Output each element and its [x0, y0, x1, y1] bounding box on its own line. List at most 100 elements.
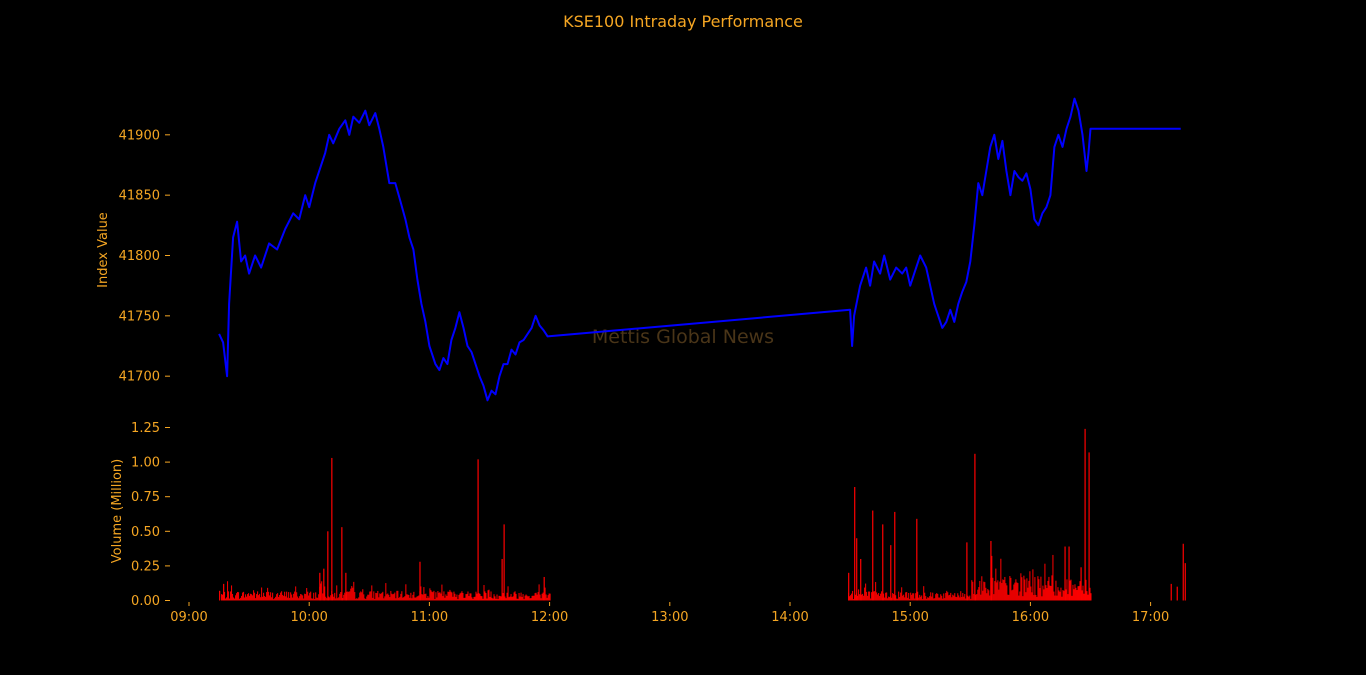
volume-bar — [261, 587, 263, 601]
volume-bar — [547, 595, 549, 601]
volume-bar — [522, 594, 524, 601]
volume-bar — [399, 596, 401, 601]
volume-bar — [241, 595, 243, 601]
volume-bar — [969, 595, 971, 601]
volume-bar — [276, 594, 278, 601]
volume-bar — [873, 591, 875, 601]
volume-bar — [897, 598, 899, 601]
volume-bar — [347, 591, 349, 601]
price-y-tick-label: 41700 — [119, 370, 160, 385]
volume-y-tick-label: 0.50 — [131, 525, 160, 540]
volume-bar — [985, 587, 987, 601]
volume-bar — [318, 594, 320, 601]
volume-bar — [394, 592, 396, 601]
price-y-tick-label: 41750 — [119, 309, 160, 324]
volume-bar — [992, 577, 994, 601]
volume-bar — [523, 599, 525, 601]
volume-bar — [466, 593, 468, 601]
volume-bar — [918, 597, 920, 601]
volume-bar — [309, 592, 311, 601]
volume-bar — [945, 592, 947, 601]
volume-bar — [237, 591, 239, 601]
volume-bar — [232, 593, 234, 601]
volume-bar — [549, 593, 551, 601]
volume-bar — [1024, 579, 1026, 601]
volume-bar — [516, 598, 518, 601]
volume-bar — [967, 595, 969, 601]
volume-bar — [946, 590, 948, 601]
volume-bar — [1013, 584, 1015, 601]
volume-bar — [1028, 580, 1030, 601]
volume-bar — [256, 594, 258, 601]
volume-bar — [538, 584, 540, 601]
volume-bar — [959, 597, 961, 601]
volume-bar — [508, 597, 510, 601]
volume-bar — [1004, 576, 1006, 601]
volume-bar — [416, 596, 418, 601]
volume-bar — [290, 592, 292, 601]
volume-bar — [978, 587, 980, 601]
volume-bar — [501, 558, 503, 601]
volume-bar — [927, 597, 929, 601]
volume-bar — [387, 593, 389, 601]
volume-bar — [1083, 593, 1085, 601]
volume-bar — [1048, 576, 1050, 601]
volume-bar — [430, 590, 432, 601]
volume-bar — [1031, 592, 1033, 601]
volume-bar — [253, 590, 255, 601]
volume-bar — [264, 596, 266, 601]
volume-bar — [321, 581, 323, 601]
price-y-tick-label: 41850 — [119, 189, 160, 204]
volume-bar — [393, 593, 395, 601]
volume-bar — [334, 592, 336, 601]
volume-bar — [858, 589, 860, 601]
volume-bar — [472, 598, 474, 601]
volume-bar — [934, 598, 936, 601]
volume-bar — [941, 595, 943, 601]
volume-bar — [465, 594, 467, 601]
volume-bar — [322, 593, 324, 601]
x-tick-label: 11:00 — [411, 610, 448, 625]
volume-bar — [372, 597, 374, 601]
x-tick-label: 10:00 — [290, 610, 327, 625]
volume-bar — [977, 589, 979, 601]
volume-bar — [970, 598, 972, 601]
volume-bar — [375, 592, 377, 601]
volume-bar — [974, 453, 976, 601]
volume-bar — [404, 596, 406, 601]
volume-bar — [299, 596, 301, 601]
volume-bar — [235, 595, 237, 601]
volume-bar — [1069, 580, 1071, 601]
volume-bar — [852, 590, 854, 601]
volume-bar — [469, 593, 471, 601]
volume-bar — [414, 597, 416, 601]
volume-bar — [489, 596, 491, 601]
volume-bar — [378, 597, 380, 601]
volume-bar — [225, 598, 227, 601]
volume-bar — [853, 599, 855, 601]
volume-bar — [354, 592, 356, 601]
volume-bar — [530, 598, 532, 601]
volume-bar — [283, 595, 285, 601]
volume-bar — [545, 594, 547, 601]
volume-bar — [295, 586, 297, 601]
volume-bar — [435, 592, 437, 601]
x-tick-label: 16:00 — [1012, 610, 1049, 625]
volume-bar — [381, 592, 383, 601]
volume-bar — [1034, 577, 1036, 601]
volume-bar — [376, 593, 378, 601]
volume-bar — [379, 593, 381, 601]
volume-bar — [1010, 577, 1012, 601]
volume-bar — [356, 598, 358, 601]
volume-bar — [482, 598, 484, 601]
volume-bar — [346, 591, 348, 601]
volume-bar — [342, 598, 344, 601]
volume-bar — [360, 591, 362, 601]
volume-bar — [330, 595, 332, 601]
volume-bar — [515, 593, 517, 601]
volume-bar — [427, 596, 429, 601]
volume-bar — [395, 598, 397, 601]
volume-bar — [388, 594, 390, 601]
volume-bar — [271, 597, 273, 601]
volume-bar — [1050, 586, 1052, 601]
